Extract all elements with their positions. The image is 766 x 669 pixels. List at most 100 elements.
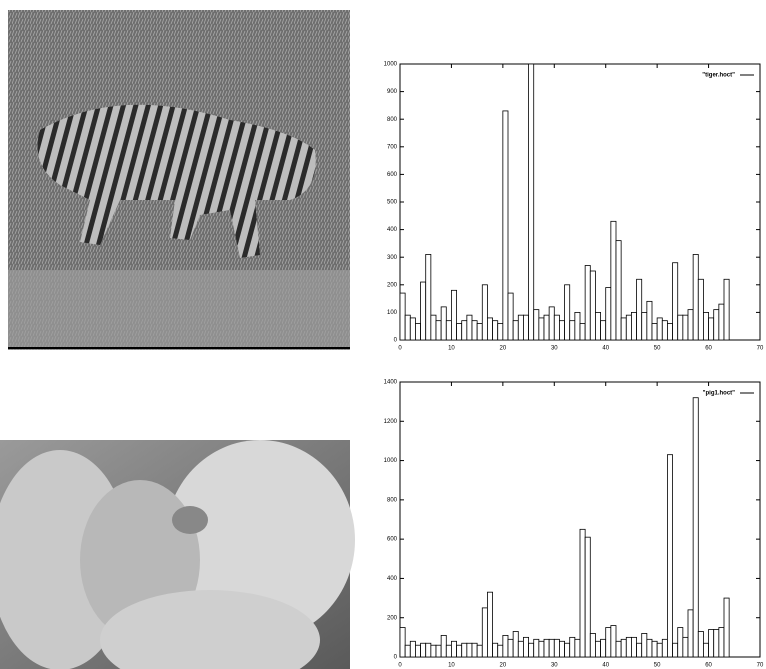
bar	[661, 638, 668, 658]
bar	[697, 631, 704, 658]
x-tick-label: 30	[551, 663, 558, 669]
bar	[584, 265, 591, 341]
bar	[703, 311, 709, 341]
bar	[595, 640, 601, 658]
bar	[476, 323, 483, 341]
bar	[404, 314, 411, 341]
bar	[723, 597, 730, 658]
bar	[625, 314, 632, 341]
bar	[559, 640, 565, 658]
x-tick-label: 50	[654, 663, 661, 669]
y-tick-label: 0	[394, 655, 398, 661]
bar	[687, 609, 694, 658]
bar	[708, 629, 715, 658]
bar	[528, 642, 535, 658]
bar	[677, 314, 684, 341]
bar	[697, 278, 704, 341]
bar	[409, 640, 416, 658]
bar	[605, 287, 612, 341]
bar	[615, 640, 622, 658]
bar	[651, 323, 658, 341]
bar	[672, 262, 679, 341]
bar	[445, 320, 452, 341]
bar	[507, 638, 514, 658]
bar	[553, 314, 560, 341]
bar	[564, 284, 571, 341]
bar	[631, 311, 637, 341]
y-tick-label: 400	[387, 576, 398, 582]
bar	[620, 638, 627, 658]
bar	[641, 311, 648, 341]
bar	[677, 627, 684, 658]
bar	[420, 642, 427, 658]
bar	[523, 314, 529, 341]
bar	[528, 63, 535, 341]
bar	[517, 314, 524, 341]
bar	[415, 644, 421, 658]
bar	[656, 317, 663, 341]
bar	[589, 633, 596, 658]
bar	[723, 278, 730, 341]
bar	[425, 642, 432, 658]
bar	[559, 320, 565, 341]
bar	[713, 629, 720, 658]
bar	[538, 640, 545, 658]
y-tick-label: 600	[387, 172, 398, 178]
bar	[440, 634, 447, 658]
bar	[569, 636, 576, 658]
bar	[481, 284, 488, 341]
bar	[584, 536, 591, 658]
x-tick-label: 60	[705, 663, 712, 669]
bar	[425, 254, 432, 341]
y-tick-label: 0	[394, 338, 398, 344]
bar	[456, 323, 463, 341]
bar	[399, 292, 406, 341]
bar	[435, 320, 442, 341]
bar	[440, 306, 447, 341]
bar	[656, 642, 663, 658]
bar	[667, 454, 673, 658]
x-tick-label: 70	[757, 663, 764, 669]
y-tick-label: 700	[387, 144, 398, 150]
tiger-image	[8, 10, 350, 350]
x-tick-label: 20	[500, 663, 507, 669]
bar	[430, 314, 437, 341]
bar	[692, 254, 699, 341]
bar	[471, 320, 478, 341]
y-tick-label: 300	[387, 255, 398, 261]
bar	[409, 317, 416, 341]
bar	[692, 397, 699, 658]
y-tick-label: 1200	[384, 419, 398, 425]
y-tick-label: 100	[387, 310, 398, 316]
bar	[703, 642, 709, 658]
x-tick-label: 50	[654, 346, 661, 352]
bar	[600, 638, 607, 658]
bar	[620, 317, 627, 341]
x-tick-label: 20	[500, 346, 507, 352]
bar	[487, 317, 493, 341]
bar	[574, 311, 581, 341]
bar	[682, 314, 689, 341]
bar	[435, 644, 442, 658]
x-tick-label: 10	[448, 346, 455, 352]
bar	[399, 627, 406, 658]
bar	[589, 270, 596, 341]
bar	[713, 309, 720, 341]
bar	[497, 644, 504, 658]
bar	[553, 638, 560, 658]
bar	[497, 323, 504, 341]
y-tick-label: 900	[387, 89, 398, 95]
bar	[492, 642, 499, 658]
bar	[502, 110, 509, 341]
x-tick-label: 30	[551, 346, 558, 352]
bar	[687, 309, 694, 341]
bar	[404, 644, 411, 658]
bar	[512, 320, 519, 341]
pig-image	[0, 440, 355, 669]
bar	[430, 644, 437, 658]
bar	[445, 644, 452, 658]
y-tick-label: 400	[387, 227, 398, 233]
bar	[718, 627, 725, 658]
